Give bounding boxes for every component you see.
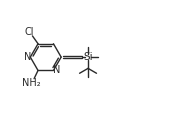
Text: NH₂: NH₂ bbox=[22, 78, 41, 88]
Text: N: N bbox=[53, 65, 60, 75]
Text: Si: Si bbox=[83, 52, 93, 62]
Text: Cl: Cl bbox=[25, 27, 34, 37]
Text: N: N bbox=[24, 52, 31, 62]
